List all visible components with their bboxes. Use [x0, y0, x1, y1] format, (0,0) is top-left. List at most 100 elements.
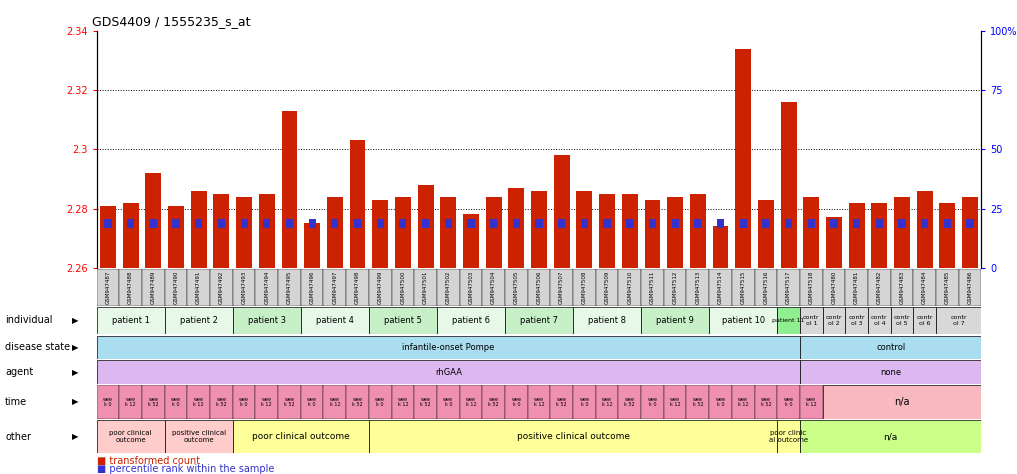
Text: wee
k 0: wee k 0 — [580, 397, 590, 407]
Text: contr
ol 3: contr ol 3 — [848, 315, 864, 326]
Bar — [437, 307, 505, 334]
Text: GSM947511: GSM947511 — [650, 271, 655, 304]
Bar — [823, 307, 845, 334]
Bar — [332, 219, 339, 228]
Text: GSM947489: GSM947489 — [151, 271, 156, 304]
Text: wee
k 12: wee k 12 — [670, 397, 680, 407]
Bar — [649, 219, 656, 228]
Bar — [940, 202, 955, 268]
Text: GSM947517: GSM947517 — [786, 271, 791, 304]
Bar — [785, 219, 792, 228]
Text: GSM947514: GSM947514 — [718, 271, 723, 304]
Bar — [690, 194, 706, 268]
Bar — [392, 269, 414, 306]
Bar — [100, 206, 116, 268]
Bar — [145, 173, 162, 268]
Bar — [165, 269, 187, 306]
Bar — [528, 269, 550, 306]
Bar — [346, 385, 369, 419]
Text: positive clinical
outcome: positive clinical outcome — [172, 430, 226, 443]
Text: GSM947496: GSM947496 — [309, 271, 314, 304]
Bar — [165, 420, 233, 453]
Text: wee
k 52: wee k 52 — [761, 397, 771, 407]
Bar — [508, 188, 525, 268]
Text: GSM947498: GSM947498 — [355, 271, 360, 304]
Bar — [301, 307, 369, 334]
Bar — [278, 269, 301, 306]
Bar — [581, 219, 588, 228]
Bar — [513, 219, 520, 228]
Bar — [686, 269, 709, 306]
Text: wee
k 0: wee k 0 — [239, 397, 249, 407]
Text: patient 5: patient 5 — [384, 316, 422, 325]
Text: wee
k 12: wee k 12 — [602, 397, 612, 407]
Text: wee
k 12: wee k 12 — [534, 397, 544, 407]
Text: GSM947486: GSM947486 — [967, 271, 972, 304]
Bar — [807, 219, 815, 228]
Bar — [913, 269, 936, 306]
Bar — [800, 336, 981, 359]
Bar — [800, 269, 823, 306]
Bar — [686, 385, 709, 419]
Bar — [97, 360, 800, 384]
Text: wee
k 52: wee k 52 — [488, 397, 499, 407]
Bar — [350, 140, 365, 268]
Text: wee
k 12: wee k 12 — [466, 397, 476, 407]
Bar — [913, 307, 936, 334]
Bar — [732, 385, 755, 419]
Text: patient 8: patient 8 — [588, 316, 626, 325]
Text: positive clinical outcome: positive clinical outcome — [517, 432, 630, 441]
Text: none: none — [880, 368, 901, 376]
Text: contr
ol 2: contr ol 2 — [826, 315, 842, 326]
Bar — [626, 219, 634, 228]
Bar — [894, 197, 910, 268]
Text: wee
k 52: wee k 52 — [284, 397, 295, 407]
Text: patient 11: patient 11 — [773, 318, 804, 323]
Bar — [618, 385, 641, 419]
Bar — [346, 269, 369, 306]
Bar — [800, 307, 823, 334]
Text: ▶: ▶ — [72, 316, 78, 325]
Text: patient 4: patient 4 — [316, 316, 354, 325]
Bar — [97, 269, 119, 306]
Text: wee
k 12: wee k 12 — [330, 397, 340, 407]
Bar — [944, 219, 951, 228]
Text: wee
k 0: wee k 0 — [783, 397, 793, 407]
Bar — [936, 307, 981, 334]
Text: wee
k 0: wee k 0 — [171, 397, 181, 407]
Bar — [891, 307, 913, 334]
Bar — [444, 219, 452, 228]
Text: GSM947497: GSM947497 — [333, 271, 338, 304]
Bar — [826, 218, 842, 268]
Bar — [916, 191, 933, 268]
Bar — [573, 269, 596, 306]
Bar — [486, 197, 501, 268]
Bar — [641, 269, 664, 306]
Text: GSM947500: GSM947500 — [401, 271, 406, 304]
Bar — [255, 269, 278, 306]
Text: wee
k 0: wee k 0 — [103, 397, 113, 407]
Text: control: control — [876, 343, 905, 352]
Bar — [482, 269, 505, 306]
Text: wee
k 12: wee k 12 — [738, 397, 749, 407]
Text: wee
k 0: wee k 0 — [648, 397, 657, 407]
Text: GSM947516: GSM947516 — [764, 271, 769, 304]
Bar — [709, 269, 732, 306]
Text: patient 7: patient 7 — [520, 316, 558, 325]
Text: GSM947480: GSM947480 — [832, 271, 836, 304]
Text: GSM947493: GSM947493 — [242, 271, 246, 304]
Bar — [505, 307, 573, 334]
Text: wee
k 12: wee k 12 — [805, 397, 817, 407]
Text: wee
k 52: wee k 52 — [693, 397, 703, 407]
Bar — [354, 219, 361, 228]
Bar — [641, 385, 664, 419]
Bar — [97, 420, 165, 453]
Bar — [119, 385, 142, 419]
Bar — [966, 219, 973, 228]
Bar — [848, 202, 864, 268]
Bar — [233, 269, 255, 306]
Bar — [800, 360, 981, 384]
Bar — [505, 385, 528, 419]
Text: ■ transformed count: ■ transformed count — [97, 456, 199, 466]
Bar — [717, 219, 724, 228]
